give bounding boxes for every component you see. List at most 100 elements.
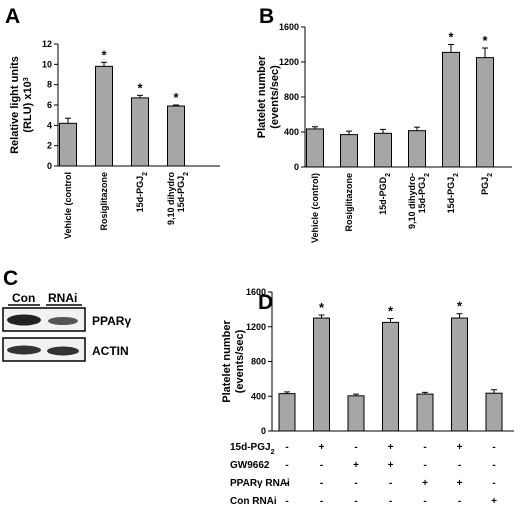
bar: [476, 57, 494, 168]
significance-star: *: [448, 30, 454, 45]
condition-sign: -: [458, 460, 461, 471]
y-tick-label: 400: [284, 127, 299, 137]
y-tick-label: 4: [47, 120, 52, 130]
band-actin-rnai: [47, 346, 79, 356]
y-axis-title: Platelet number(events/sec): [256, 55, 281, 138]
x-category-label: 15d-PGD2: [378, 173, 392, 215]
x-category-label: Rosiglitazone: [344, 173, 354, 232]
panel-letter-a: A: [5, 5, 20, 28]
y-tick-label: 1600: [246, 287, 266, 297]
y-tick-label: 10: [42, 59, 52, 69]
blot-lane-label-con: Con: [12, 291, 35, 305]
bar: [442, 51, 460, 168]
bar: [451, 317, 468, 432]
y-tick-label: 1200: [246, 322, 266, 332]
condition-label: PPARγ RNAi: [230, 478, 290, 489]
condition-sign: +: [353, 460, 359, 471]
significance-star: *: [482, 33, 488, 48]
panel-letter-b: B: [259, 5, 274, 28]
condition-sign: -: [354, 496, 357, 507]
condition-label: Con RNAi: [230, 496, 277, 507]
significance-star: *: [173, 90, 179, 105]
condition-sign: +: [388, 460, 394, 471]
band-ppar-rnai: [48, 317, 78, 325]
panel-letter-c: C: [3, 267, 18, 290]
bar: [382, 321, 399, 432]
y-tick-label: 800: [284, 92, 299, 102]
x-category-label: Rosiglitazone: [99, 172, 109, 231]
bar: [416, 393, 434, 432]
y-tick-label: 1200: [279, 57, 299, 67]
significance-star: *: [101, 47, 107, 62]
condition-label: GW9662: [230, 460, 270, 471]
condition-sign: -: [423, 460, 426, 471]
y-tick-label: 800: [251, 357, 266, 367]
x-category-label: 15d-PGJ2: [446, 173, 460, 214]
condition-sign: -: [320, 478, 323, 489]
condition-sign: +: [319, 442, 325, 453]
condition-sign: +: [422, 478, 428, 489]
significance-star: *: [457, 299, 463, 314]
y-tick-label: 400: [251, 391, 266, 401]
condition-sign: -: [423, 442, 426, 453]
blot-row-label-actin: ACTIN: [92, 344, 129, 358]
condition-sign: -: [458, 496, 461, 507]
blot-row-label-ppar: PPARγ: [92, 314, 131, 328]
band-ppar-con: [7, 314, 41, 326]
x-category-label: Vehicle (control: [63, 172, 73, 239]
bar: [306, 128, 324, 168]
condition-sign: -: [492, 442, 495, 453]
bar: [278, 393, 296, 432]
bar: [374, 132, 392, 168]
band-actin-con: [7, 345, 41, 355]
x-category-label: 9,10 dihydro-15d-PGJ2: [407, 173, 431, 229]
bar: [59, 122, 77, 167]
bar: [167, 105, 185, 167]
condition-sign: -: [354, 478, 357, 489]
western-blot: Con RNAi PPARγ ACTIN: [2, 291, 131, 362]
panel-letter-d: D: [258, 291, 273, 314]
bar: [131, 97, 149, 167]
significance-star: *: [137, 80, 143, 95]
chart-a: 0 2 4 6 8 10 12 Relative light units(RLU) x103 V…: [9, 39, 220, 239]
condition-sign: -: [389, 478, 392, 489]
condition-sign: -: [423, 496, 426, 507]
y-tick-label: 0: [261, 426, 266, 436]
condition-sign: -: [320, 460, 323, 471]
bar: [340, 134, 358, 168]
condition-label: 15d-PGJ2: [230, 442, 275, 456]
y-tick-label: 0: [294, 162, 299, 172]
y-tick-label: 2: [47, 141, 52, 151]
bar: [408, 130, 426, 168]
y-axis-title: Relative light units(RLU) x103: [9, 56, 34, 154]
bar: [485, 392, 503, 432]
condition-sign: -: [285, 442, 288, 453]
significance-star: *: [319, 300, 325, 315]
x-category-label: PGJ2: [480, 173, 494, 195]
condition-sign: +: [388, 442, 394, 453]
y-axis-title: Platelet number(events/sec): [221, 320, 246, 403]
significance-star: *: [388, 303, 394, 318]
condition-sign: -: [320, 496, 323, 507]
condition-sign: +: [457, 478, 463, 489]
x-category-label: Vehicle (control): [310, 173, 320, 243]
bar: [313, 317, 330, 432]
x-category-label: 9,10 dihydro15d-PGJ2: [166, 171, 190, 225]
y-tick-label: 6: [47, 100, 52, 110]
condition-sign: -: [389, 496, 392, 507]
bar: [95, 65, 113, 167]
bar: [347, 395, 365, 432]
y-tick-label: 12: [42, 39, 52, 49]
condition-sign: -: [492, 478, 495, 489]
condition-sign: -: [285, 460, 288, 471]
x-category-label: 15d-PGJ2: [135, 172, 149, 213]
chart-b: 0 400 800 1200 1600 Platelet number(events/se…: [256, 22, 512, 243]
y-tick-label: 0: [47, 161, 52, 171]
condition-sign: -: [492, 460, 495, 471]
condition-sign: -: [354, 442, 357, 453]
condition-sign: -: [285, 496, 288, 507]
condition-sign: +: [457, 442, 463, 453]
condition-sign: +: [491, 496, 497, 507]
y-tick-label: 8: [47, 80, 52, 90]
